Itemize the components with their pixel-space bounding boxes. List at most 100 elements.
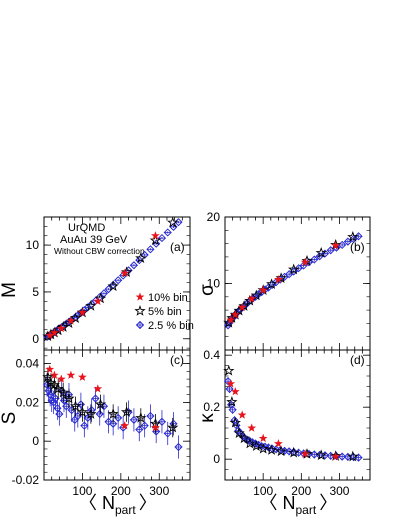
data-point	[250, 440, 262, 451]
data-point	[151, 423, 160, 432]
data-point	[223, 321, 233, 330]
data-point	[45, 364, 55, 374]
y-tick-label: 10	[26, 238, 40, 252]
panel-label: (a)	[170, 240, 185, 254]
y-tick-label: 0.04	[16, 357, 40, 371]
x-axis-label: 〈 Npart 〉	[79, 493, 157, 517]
legend-marker	[134, 305, 146, 316]
data-point	[157, 233, 167, 243]
data-point	[226, 379, 236, 388]
data-point	[91, 394, 100, 403]
data-point	[69, 312, 82, 323]
data-point	[163, 429, 172, 438]
data-point	[109, 419, 118, 428]
legend: 10% bin 5% bin 2.5 % bin	[134, 292, 194, 332]
data-point	[56, 323, 66, 333]
data-point	[223, 377, 233, 386]
panel-b: 10 20 (b) σ	[197, 210, 371, 351]
data-point	[45, 330, 55, 340]
data-point	[294, 264, 303, 273]
data-point	[265, 444, 278, 455]
data-point	[152, 239, 161, 248]
data-point	[228, 405, 237, 414]
data-point	[354, 453, 363, 462]
y-tick-label: 0	[213, 452, 220, 466]
data-point	[135, 252, 147, 263]
data-point	[146, 411, 155, 421]
y-tick-label: 10	[207, 277, 221, 291]
data-point	[275, 445, 287, 457]
data-point	[266, 278, 278, 289]
y-tick-label: 0.02	[16, 395, 40, 409]
plot-frame	[43, 349, 191, 481]
data-point	[288, 446, 300, 458]
data-point	[50, 328, 59, 337]
data-point	[167, 216, 179, 228]
data-point	[258, 433, 268, 443]
legend-label: 2.5 % bin	[148, 320, 194, 332]
data-point	[93, 296, 103, 305]
data-point	[247, 423, 257, 432]
y-axis-label: M	[0, 282, 20, 298]
data-point	[135, 425, 144, 434]
data-point	[230, 310, 240, 319]
data-point	[315, 247, 327, 258]
data-point	[135, 411, 147, 423]
data-point	[76, 406, 89, 417]
data-point	[300, 257, 310, 266]
data-point	[315, 449, 327, 461]
data-point	[93, 384, 103, 393]
data-point	[237, 302, 247, 312]
data-point	[120, 421, 130, 430]
data-point	[310, 255, 319, 264]
data-point	[301, 255, 313, 266]
legend-marker	[135, 292, 145, 301]
data-point	[310, 450, 319, 459]
x-tick-label: 100	[253, 484, 273, 498]
x-tick-label: 300	[149, 484, 169, 498]
y-tick-label: 20	[207, 210, 221, 224]
data-point	[129, 261, 139, 270]
x-tick-label: 100	[72, 484, 92, 498]
data-point	[107, 280, 119, 292]
data-point	[63, 392, 75, 404]
data-point	[331, 452, 340, 461]
x-axis-label: 〈 Npart 〉	[260, 493, 338, 517]
data-point	[229, 416, 241, 428]
data-point	[104, 417, 113, 426]
data-point	[69, 400, 82, 412]
data-point	[120, 268, 130, 277]
y-tick-label: 0	[32, 434, 39, 448]
data-point	[347, 450, 359, 462]
data-point	[288, 263, 300, 275]
data-point	[107, 408, 119, 419]
data-point	[94, 398, 107, 410]
data-point	[338, 452, 347, 461]
panel-d: 0 0.2 0.4 100 200 300 (d) κ 〈 Npart 〉	[197, 348, 371, 517]
data-point	[230, 387, 240, 396]
data-point	[300, 449, 310, 458]
data-point	[331, 241, 340, 250]
data-point	[78, 307, 87, 317]
data-point	[52, 382, 64, 394]
annotation-model: UrQMD	[68, 222, 105, 234]
data-point	[87, 406, 96, 415]
plot-frame	[224, 216, 371, 351]
data-point	[169, 419, 178, 428]
data-point	[174, 442, 183, 452]
data-point	[258, 285, 268, 294]
y-tick-label: 0.2	[203, 400, 220, 414]
data-point	[250, 289, 262, 301]
data-point	[95, 409, 104, 419]
data-point	[114, 276, 123, 285]
data-point	[129, 415, 139, 424]
legend-label: 10% bin	[148, 292, 188, 304]
legend-label: 5% bin	[148, 306, 182, 318]
data-point	[85, 300, 97, 311]
data-point	[56, 374, 66, 383]
data-point	[157, 417, 167, 426]
data-point	[85, 408, 97, 419]
data-point	[237, 410, 247, 419]
